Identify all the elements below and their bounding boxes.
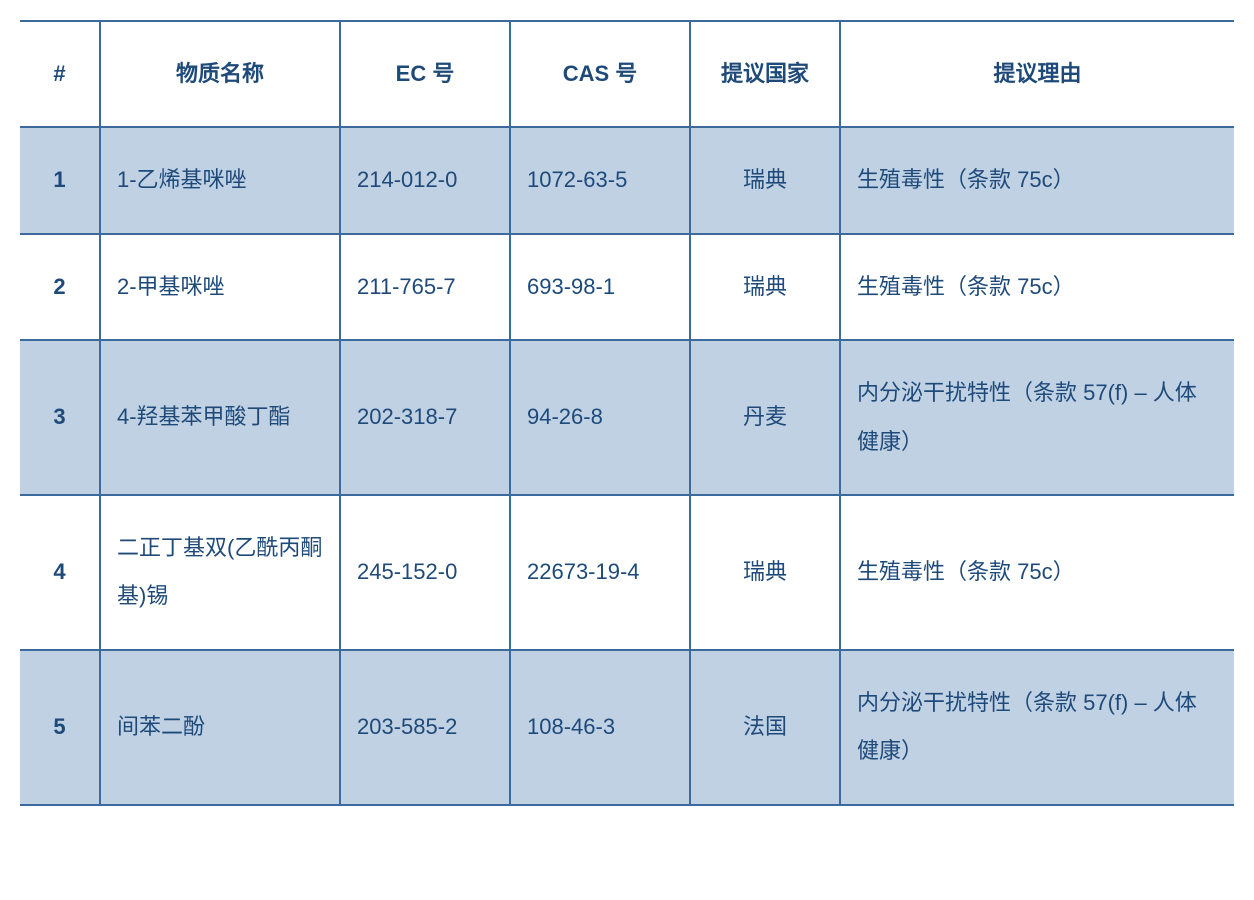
substances-table-container: # 物质名称 EC 号 CAS 号 提议国家 提议理由 1 1-乙烯基咪唑 21… bbox=[20, 20, 1234, 806]
cell-country: 丹麦 bbox=[690, 340, 840, 495]
cell-cas: 693-98-1 bbox=[510, 234, 690, 340]
cell-reason: 内分泌干扰特性（条款 57(f) – 人体健康） bbox=[840, 340, 1234, 495]
col-header-cas: CAS 号 bbox=[510, 21, 690, 127]
cell-name: 2-甲基咪唑 bbox=[100, 234, 340, 340]
cell-reason: 生殖毒性（条款 75c） bbox=[840, 234, 1234, 340]
cell-cas: 108-46-3 bbox=[510, 650, 690, 805]
cell-ec: 202-318-7 bbox=[340, 340, 510, 495]
table-row: 3 4-羟基苯甲酸丁酯 202-318-7 94-26-8 丹麦 内分泌干扰特性… bbox=[20, 340, 1234, 495]
table-row: 1 1-乙烯基咪唑 214-012-0 1072-63-5 瑞典 生殖毒性（条款… bbox=[20, 127, 1234, 233]
cell-name: 间苯二酚 bbox=[100, 650, 340, 805]
col-header-name: 物质名称 bbox=[100, 21, 340, 127]
cell-reason: 内分泌干扰特性（条款 57(f) – 人体健康） bbox=[840, 650, 1234, 805]
cell-country: 瑞典 bbox=[690, 127, 840, 233]
cell-index: 4 bbox=[20, 495, 100, 650]
cell-country: 瑞典 bbox=[690, 234, 840, 340]
cell-index: 2 bbox=[20, 234, 100, 340]
table-row: 4 二正丁基双(乙酰丙酮基)锡 245-152-0 22673-19-4 瑞典 … bbox=[20, 495, 1234, 650]
cell-index: 5 bbox=[20, 650, 100, 805]
col-header-index: # bbox=[20, 21, 100, 127]
cell-name: 1-乙烯基咪唑 bbox=[100, 127, 340, 233]
cell-country: 法国 bbox=[690, 650, 840, 805]
cell-ec: 245-152-0 bbox=[340, 495, 510, 650]
cell-reason: 生殖毒性（条款 75c） bbox=[840, 127, 1234, 233]
cell-cas: 1072-63-5 bbox=[510, 127, 690, 233]
substances-table: # 物质名称 EC 号 CAS 号 提议国家 提议理由 1 1-乙烯基咪唑 21… bbox=[20, 20, 1234, 806]
col-header-reason: 提议理由 bbox=[840, 21, 1234, 127]
cell-index: 1 bbox=[20, 127, 100, 233]
col-header-ec: EC 号 bbox=[340, 21, 510, 127]
cell-cas: 22673-19-4 bbox=[510, 495, 690, 650]
cell-reason: 生殖毒性（条款 75c） bbox=[840, 495, 1234, 650]
cell-ec: 203-585-2 bbox=[340, 650, 510, 805]
cell-index: 3 bbox=[20, 340, 100, 495]
cell-ec: 211-765-7 bbox=[340, 234, 510, 340]
table-header-row: # 物质名称 EC 号 CAS 号 提议国家 提议理由 bbox=[20, 21, 1234, 127]
cell-cas: 94-26-8 bbox=[510, 340, 690, 495]
col-header-country: 提议国家 bbox=[690, 21, 840, 127]
table-row: 5 间苯二酚 203-585-2 108-46-3 法国 内分泌干扰特性（条款 … bbox=[20, 650, 1234, 805]
cell-country: 瑞典 bbox=[690, 495, 840, 650]
cell-ec: 214-012-0 bbox=[340, 127, 510, 233]
cell-name: 二正丁基双(乙酰丙酮基)锡 bbox=[100, 495, 340, 650]
cell-name: 4-羟基苯甲酸丁酯 bbox=[100, 340, 340, 495]
table-row: 2 2-甲基咪唑 211-765-7 693-98-1 瑞典 生殖毒性（条款 7… bbox=[20, 234, 1234, 340]
